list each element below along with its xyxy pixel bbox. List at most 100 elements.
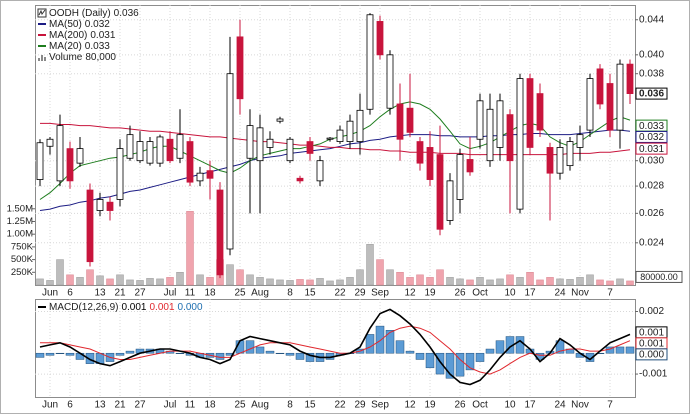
candle-body (36, 142, 44, 180)
candle-body (386, 54, 394, 109)
volume-tick-label: 750K (11, 241, 34, 252)
x-tick-label: 13 (94, 288, 106, 299)
candle-body (326, 137, 334, 140)
candle-body (286, 138, 294, 162)
x-tick-label: 11 (185, 288, 196, 299)
legend-label: MACD(12,26,9) (49, 302, 118, 313)
candle-body (56, 125, 64, 182)
histogram-bar (245, 340, 255, 354)
volume-bar (206, 277, 214, 286)
histogram-bar (295, 352, 305, 360)
volume-bar (376, 259, 384, 286)
volume-bar (346, 277, 354, 286)
candle-layer (36, 13, 634, 279)
candle-body (266, 138, 274, 148)
volume-bar (56, 259, 64, 286)
histogram-bar (515, 336, 525, 354)
histogram-bar (615, 346, 625, 354)
volume-bar (606, 280, 614, 286)
volume-tick-label: 250K (11, 267, 34, 278)
histogram-bar (305, 352, 315, 362)
volume-layer (36, 211, 634, 286)
candle-body (216, 189, 224, 276)
x-tick-label: 17 (524, 400, 536, 411)
moving-average-line (40, 122, 631, 156)
legend-entry: MA(200) 0.031 (49, 30, 116, 41)
candle-body (596, 68, 604, 105)
volume-bar (136, 280, 144, 286)
volume-bar (506, 274, 514, 286)
volume-bar (396, 272, 404, 286)
histogram-bar (85, 352, 95, 364)
histogram-bar (415, 352, 425, 360)
volume-bar (256, 277, 264, 286)
y-tick-label: 0.038 (639, 68, 664, 79)
x-tick-label: 27 (134, 400, 146, 411)
candle-body (526, 78, 534, 148)
value-tag: 0.000 (639, 350, 664, 361)
value-tag-box (635, 87, 668, 100)
macd-tick-label: 0.002 (639, 306, 664, 317)
y-tick-label: 0.040 (639, 49, 664, 60)
volume-bar (66, 274, 74, 286)
x-tick-label: Aug (251, 400, 269, 411)
y-tick-label: 0.030 (639, 155, 664, 166)
histogram-bar (115, 352, 125, 356)
legend-value: 0.031 (90, 30, 115, 41)
candle-body (296, 177, 304, 182)
legend-value: 80,000 (85, 52, 116, 63)
candle-body (276, 118, 284, 122)
histogram-bar (625, 346, 635, 354)
histogram-bar (425, 352, 435, 369)
value-tag-box (635, 142, 668, 155)
x-tick-label: Oct (472, 400, 488, 411)
candle-body (136, 141, 144, 162)
candle-body (186, 141, 194, 183)
legend-swatch (41, 55, 43, 61)
volume-bar (106, 278, 114, 286)
legend-entry: OODH (Daily) 0.036 (49, 8, 139, 19)
y-tick-label: 0.044 (639, 14, 664, 25)
candle-body (496, 100, 504, 148)
volume-bar (306, 279, 314, 286)
volume-bar (476, 277, 484, 286)
label-layer: 0.024 0.026 0.028 0.030 0.038 0.040 0.044 250K 5… (7, 8, 683, 411)
volume-bar (366, 244, 374, 286)
candle-body (506, 114, 514, 162)
macd-panel (35, 299, 636, 398)
macd-line (39, 308, 631, 386)
x-tick-label: 18 (204, 400, 216, 411)
histogram-bar (445, 352, 455, 379)
volume-bar (406, 277, 414, 286)
x-tick-label: 10 (504, 288, 516, 299)
value-tag: 0.033 (639, 121, 664, 132)
histogram-bar (35, 352, 45, 358)
candle-body (566, 141, 574, 167)
y-tick-label: 0.028 (639, 181, 664, 192)
candle-body (546, 147, 554, 174)
histogram-bar (395, 340, 405, 354)
x-tick-label: Oct (472, 288, 488, 299)
histogram-bar (375, 325, 385, 354)
candle-body (356, 109, 364, 142)
volume-bar (166, 277, 174, 286)
histogram-bar (465, 352, 475, 371)
candle-body (226, 73, 234, 250)
histogram-bar (45, 352, 55, 356)
volume-bar (196, 274, 204, 286)
x-tick-label: Nov (571, 288, 589, 299)
x-tick-label: 6 (67, 288, 73, 299)
volume-bar (266, 278, 274, 286)
volume-bar (46, 280, 54, 286)
volume-bar (286, 280, 294, 286)
candle-body (576, 134, 584, 148)
candle-body (236, 36, 244, 100)
histogram-bar (175, 352, 185, 354)
legend-icon (38, 9, 46, 16)
x-tick-label: 29 (354, 400, 366, 411)
value-tag-box (635, 130, 668, 143)
volume-bar (446, 277, 454, 286)
x-tick-label: Jun (42, 288, 58, 299)
volume-bar (226, 264, 234, 286)
volume-bar (186, 211, 194, 286)
